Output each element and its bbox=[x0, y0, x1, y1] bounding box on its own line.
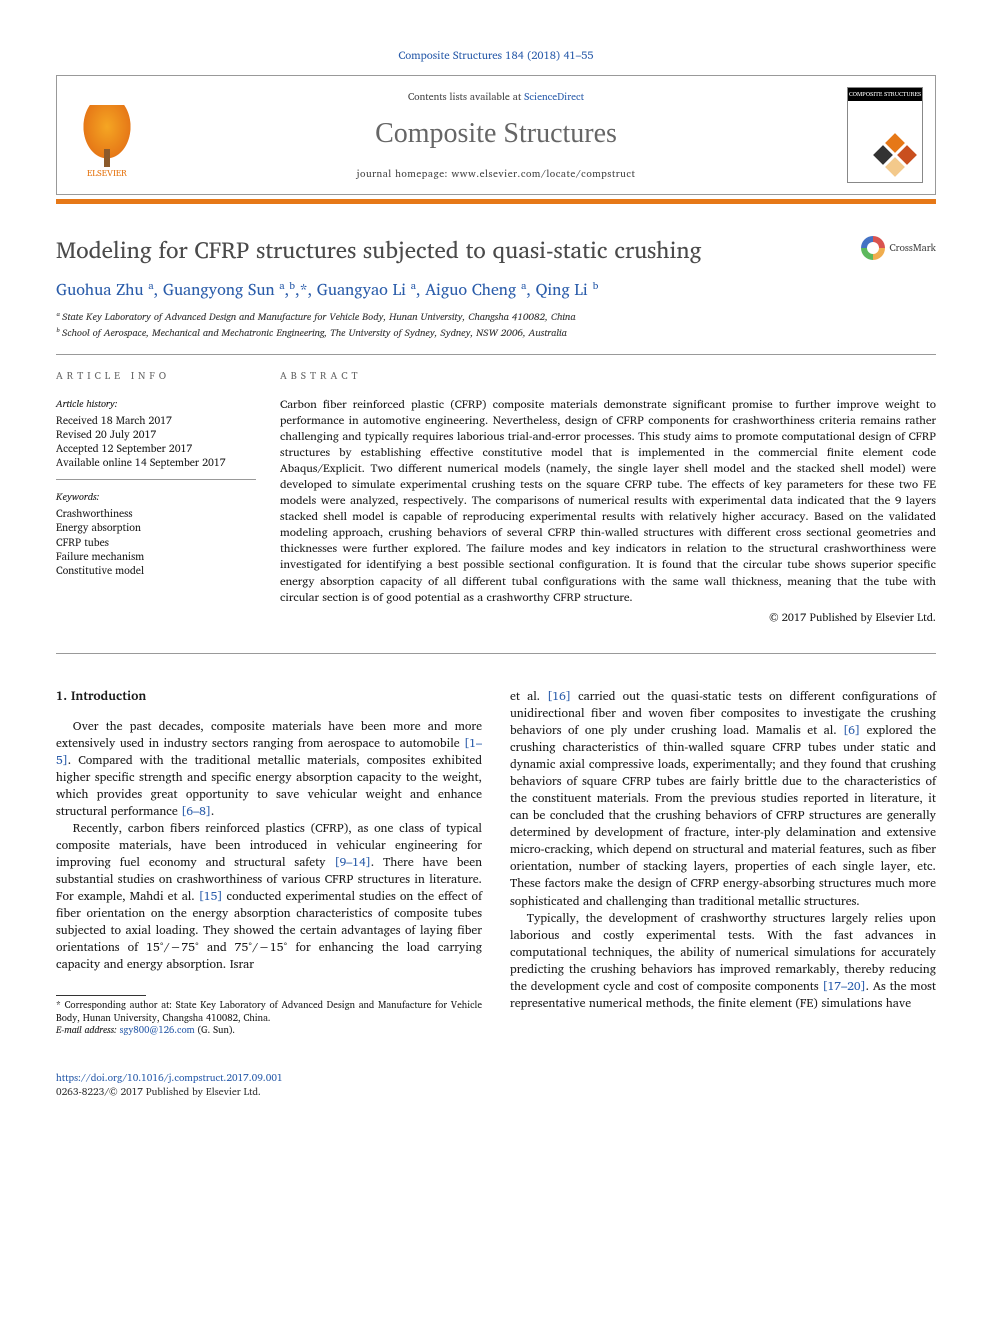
sciencedirect-link[interactable]: ScienceDirect bbox=[524, 89, 584, 105]
accent-bar bbox=[56, 199, 936, 204]
body-paragraph: Recently, carbon fibers reinforced plast… bbox=[56, 820, 482, 973]
affiliation-b: ᵇ School of Aerospace, Mechanical and Me… bbox=[56, 326, 936, 340]
contents-line: Contents lists available at ScienceDirec… bbox=[155, 90, 837, 104]
history-online: Available online 14 September 2017 bbox=[56, 455, 256, 469]
crossmark-badge[interactable]: CrossMark bbox=[861, 236, 936, 260]
page-footer: https://doi.org/10.1016/j.compstruct.201… bbox=[56, 1067, 936, 1099]
abstract-label: ABSTRACT bbox=[280, 369, 936, 383]
authors-list: Guohua Zhu ᵃ, Guangyong Sun ᵃ,ᵇ,*, Guang… bbox=[56, 279, 936, 301]
keyword: Constitutive model bbox=[56, 563, 256, 577]
body-paragraph: Over the past decades, composite materia… bbox=[56, 718, 482, 820]
body-left-column: 1. Introduction Over the past decades, c… bbox=[56, 688, 482, 1037]
email-link[interactable]: sgy800@126.com bbox=[120, 1023, 195, 1038]
journal-masthead: ELSEVIER Contents lists available at Sci… bbox=[56, 75, 936, 195]
email-label: E-mail address: bbox=[56, 1023, 120, 1038]
info-abstract-row: ARTICLE INFO Article history: Received 1… bbox=[56, 369, 936, 626]
journal-citation: Composite Structures 184 (2018) 41–55 bbox=[56, 48, 936, 63]
keywords-label: Keywords: bbox=[56, 490, 256, 504]
body-paragraph: Typically, the development of crashworth… bbox=[510, 910, 936, 1012]
journal-citation-link[interactable]: Composite Structures 184 (2018) 41–55 bbox=[398, 46, 593, 64]
body-text: . Compared with the traditional metallic… bbox=[56, 751, 482, 821]
abstract-column: ABSTRACT Carbon fiber reinforced plastic… bbox=[280, 369, 936, 626]
homepage-line: journal homepage: www.elsevier.com/locat… bbox=[155, 167, 837, 181]
section-heading-intro: 1. Introduction bbox=[56, 688, 482, 706]
body-columns: 1. Introduction Over the past decades, c… bbox=[56, 688, 936, 1037]
crossmark-icon bbox=[861, 236, 885, 260]
body-text: explored the crushing characteristics of… bbox=[510, 721, 936, 910]
email-footnote: E-mail address: sgy800@126.com (G. Sun). bbox=[56, 1025, 482, 1037]
divider bbox=[56, 653, 936, 654]
footnote-separator bbox=[56, 995, 146, 996]
cover-thumb-label: COMPOSITE STRUCTURES bbox=[848, 88, 922, 100]
issn-copyright: 0263-8223/© 2017 Published by Elsevier L… bbox=[56, 1085, 283, 1099]
body-text: Over the past decades, composite materia… bbox=[56, 717, 482, 753]
elsevier-logo[interactable]: ELSEVIER bbox=[69, 91, 145, 179]
homepage-url[interactable]: www.elsevier.com/locate/compstruct bbox=[451, 166, 635, 182]
abstract-copyright: © 2017 Published by Elsevier Ltd. bbox=[280, 610, 936, 625]
crossmark-label: CrossMark bbox=[889, 241, 936, 255]
cover-art-icon bbox=[876, 136, 916, 176]
article-info-label: ARTICLE INFO bbox=[56, 369, 256, 383]
article-info-column: ARTICLE INFO Article history: Received 1… bbox=[56, 369, 256, 626]
homepage-label: journal homepage: bbox=[357, 166, 452, 182]
corresponding-author-footnote: * Corresponding author at: State Key Lab… bbox=[56, 1000, 482, 1025]
article-title: Modeling for CFRP structures subjected t… bbox=[56, 236, 702, 265]
history-label: Article history: bbox=[56, 397, 256, 411]
elsevier-tree-icon bbox=[77, 105, 137, 167]
divider bbox=[56, 354, 936, 355]
body-paragraph: et al. [16] carried out the quasi-static… bbox=[510, 688, 936, 909]
masthead-center: Contents lists available at ScienceDirec… bbox=[145, 90, 847, 181]
footer-left: https://doi.org/10.1016/j.compstruct.201… bbox=[56, 1071, 283, 1099]
abstract-text: Carbon fiber reinforced plastic (CFRP) c… bbox=[280, 397, 936, 606]
journal-cover-thumb[interactable]: COMPOSITE STRUCTURES bbox=[847, 87, 923, 183]
body-right-column: et al. [16] carried out the quasi-static… bbox=[510, 688, 936, 1037]
journal-name: Composite Structures bbox=[155, 114, 837, 153]
article-header: Modeling for CFRP structures subjected t… bbox=[56, 236, 936, 265]
email-who: (G. Sun). bbox=[195, 1023, 235, 1038]
contents-text: Contents lists available at bbox=[408, 89, 524, 105]
elsevier-label: ELSEVIER bbox=[87, 167, 127, 180]
divider bbox=[56, 479, 256, 480]
affiliation-a: ᵃ State Key Laboratory of Advanced Desig… bbox=[56, 310, 936, 324]
